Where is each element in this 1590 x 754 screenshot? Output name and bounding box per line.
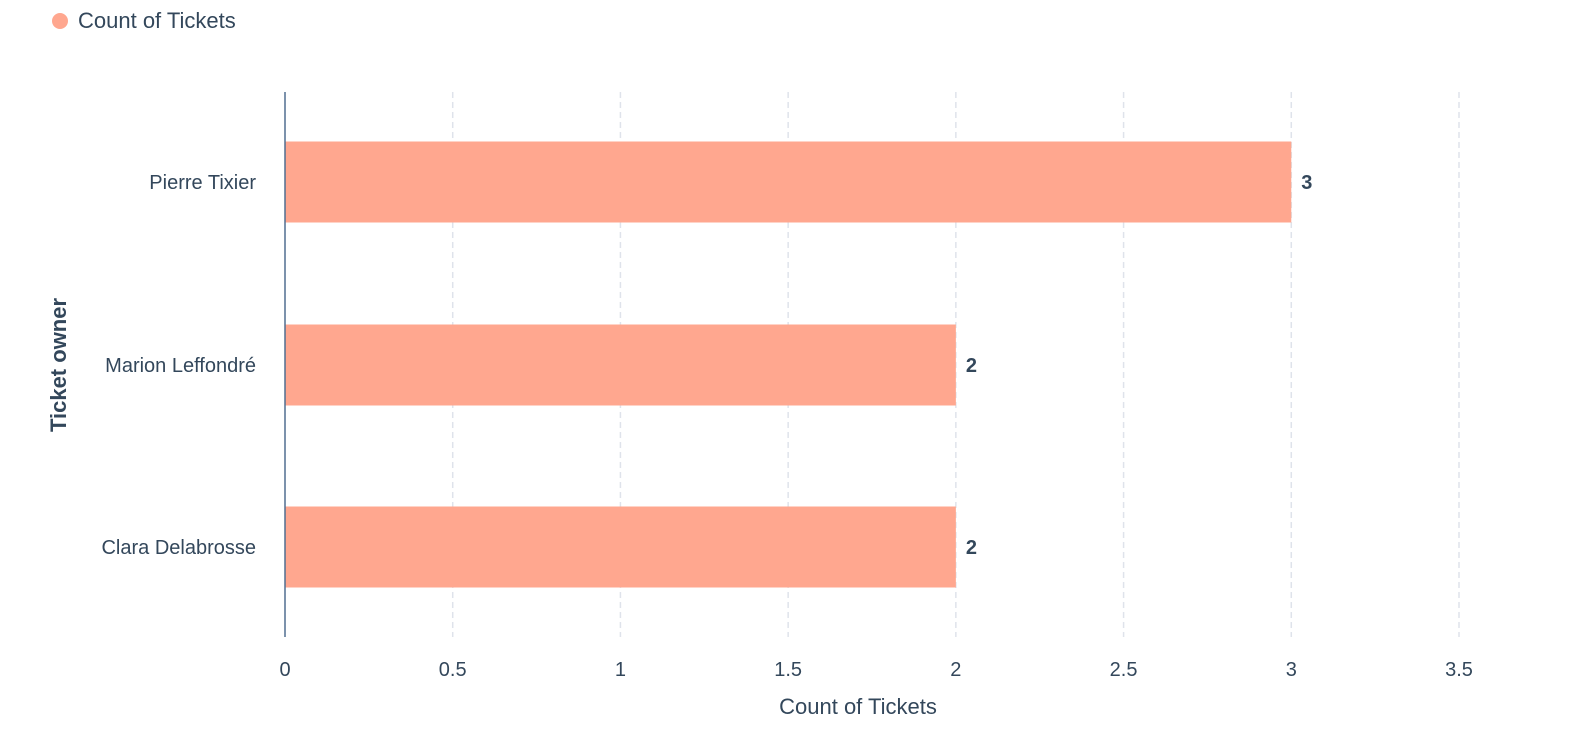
x-tick-label-5: 2.5	[1110, 659, 1138, 681]
x-tick-label-4: 2	[950, 659, 961, 681]
legend-label: Count of Tickets	[78, 8, 236, 33]
x-tick-label-1: 0.5	[439, 659, 467, 681]
category-label-1: Marion Leffondré	[105, 355, 256, 377]
x-tick-label-2: 1	[615, 659, 626, 681]
x-tick-labels: 0 0.5 1 1.5 2 2.5 3 3.5	[279, 659, 1472, 681]
x-tick-label-3: 1.5	[774, 659, 802, 681]
data-label-2: 2	[966, 537, 977, 559]
x-tick-label-7: 3.5	[1445, 659, 1473, 681]
chart-legend: Count of Tickets	[52, 6, 236, 36]
x-axis-title: Count of Tickets	[779, 694, 937, 719]
legend-swatch	[52, 13, 68, 29]
bar-0[interactable]	[285, 141, 1292, 223]
x-tick-label-6: 3	[1286, 659, 1297, 681]
data-label-0: 3	[1301, 172, 1312, 194]
x-tick-label-0: 0	[279, 659, 290, 681]
data-labels: 3 2 2	[966, 172, 1313, 559]
data-label-1: 2	[966, 355, 977, 377]
category-label-2: Clara Delabrosse	[101, 537, 256, 559]
bar-1[interactable]	[285, 324, 956, 406]
category-label-0: Pierre Tixier	[149, 172, 256, 194]
bar-2[interactable]	[285, 506, 956, 588]
bars	[285, 141, 1292, 588]
y-axis-title: Ticket owner	[46, 298, 71, 433]
category-labels: Pierre Tixier Marion Leffondré Clara Delab…	[101, 172, 256, 559]
